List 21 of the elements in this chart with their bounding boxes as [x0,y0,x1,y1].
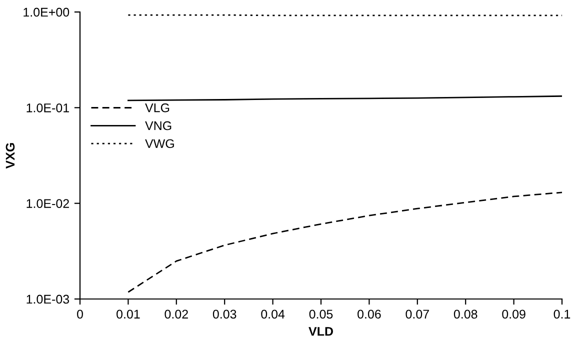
y-tick-label: 1.0E-01 [26,103,69,112]
y-axis-title: VXG [6,143,15,169]
line-series [128,192,562,293]
x-tick-label: 0.04 [261,310,285,319]
x-tick-label: 0.03 [212,310,236,319]
x-tick-label: 0.07 [406,310,429,319]
y-tick-label: 1.0E+00 [24,8,70,17]
legend-label: VNG [145,121,172,130]
x-tick-label: 0.05 [309,310,333,319]
x-axis-title: VLD [308,327,333,336]
x-tick-label: 0.09 [502,310,526,319]
x-tick-label: 0.01 [116,310,140,319]
legend-label: VLG [145,103,170,112]
x-tick-label: 0.02 [164,310,188,319]
x-tick-label: 0.1 [554,310,570,319]
y-tick-label: 1.0E-03 [26,294,70,304]
y-tick-label: 1.0E-02 [26,199,69,208]
x-tick-label: 0 [77,310,83,319]
x-tick-label: 0.08 [454,310,478,319]
legend-label: VWG [145,139,174,148]
x-tick-label: 0.06 [358,310,381,319]
